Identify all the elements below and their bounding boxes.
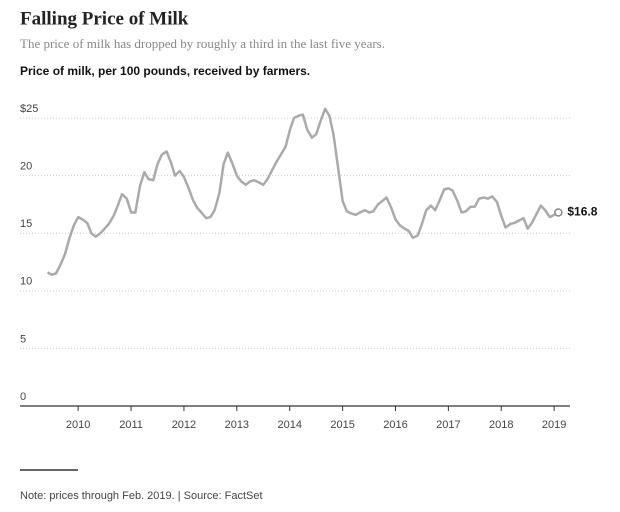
note: Note: prices through Feb. 2019. | Source… <box>20 490 263 502</box>
y-tick-label: 5 <box>20 333 26 345</box>
y-tick-label: 20 <box>20 161 32 173</box>
x-tick-label: 2018 <box>489 419 513 431</box>
x-tick-label: 2017 <box>436 419 460 431</box>
y-axis-label: Price of milk, per 100 pounds, received … <box>20 64 310 78</box>
chart-subtitle: The price of milk has dropped by roughly… <box>20 36 385 51</box>
y-tick-label: 10 <box>20 276 32 288</box>
chart-title: Falling Price of Milk <box>20 8 189 29</box>
end-label: $16.8 <box>567 205 597 219</box>
x-tick-label: 2014 <box>277 419 301 431</box>
x-tick-label: 2010 <box>66 419 90 431</box>
y-tick-label: 0 <box>20 391 26 403</box>
x-tick-label: 2015 <box>330 419 354 431</box>
end-point <box>554 208 563 217</box>
price-line <box>46 107 559 276</box>
y-tick-label: $25 <box>20 103 38 115</box>
x-tick-label: 2013 <box>225 419 249 431</box>
x-tick-label: 2016 <box>383 419 407 431</box>
x-tick-label: 2011 <box>119 419 143 431</box>
x-tick-label: 2012 <box>172 419 196 431</box>
y-tick-label: 15 <box>20 218 32 230</box>
x-tick-label: 2019 <box>542 419 566 431</box>
